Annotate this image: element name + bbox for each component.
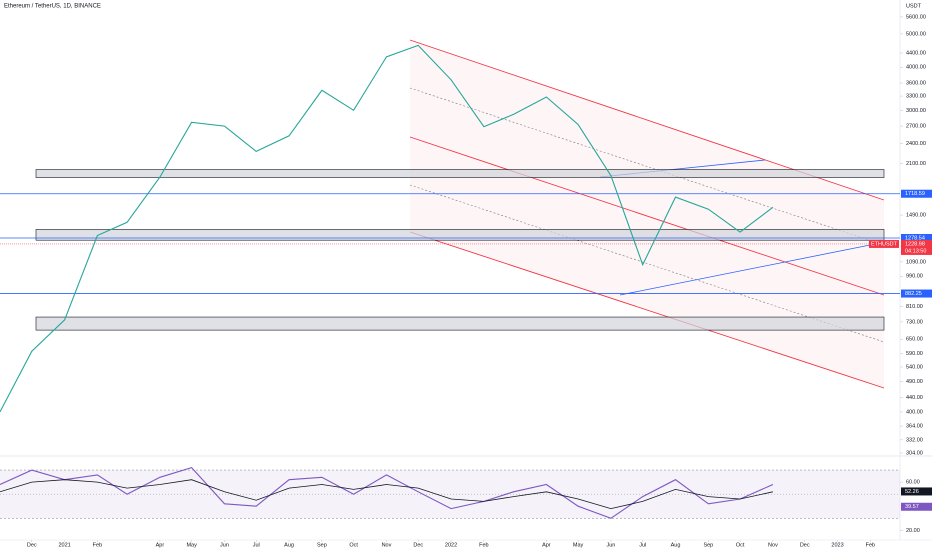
y-tick-label: 1090.00 (906, 259, 926, 265)
y-tick-label: 540.00 (906, 364, 923, 370)
y-tick-label: 810.00 (906, 304, 923, 310)
y-tick-label: 20.00 (906, 528, 920, 534)
x-tick-label: Feb (866, 542, 875, 548)
y-tick-label: 1490.00 (906, 213, 926, 219)
x-tick-label: Jul (639, 542, 646, 548)
countdown-text: 04:13:50 (905, 248, 926, 254)
x-tick-label: Feb (479, 542, 488, 548)
y-tick-label: 304.00 (906, 450, 923, 456)
x-tick-label: Apr (156, 542, 165, 548)
y-tick-label: 60.00 (906, 480, 920, 486)
y-tick-label: 2700.00 (906, 124, 926, 130)
x-tick-label: Nov (382, 542, 392, 548)
y-tick-label: 990.00 (906, 274, 923, 280)
last-price-bg (901, 239, 932, 255)
y-tick-label: 2100.00 (906, 161, 926, 167)
last-value-label: 52.26 (901, 487, 932, 496)
level-label-bg (901, 289, 932, 298)
y-tick-label: 400.00 (906, 409, 923, 415)
x-tick-label: Jun (607, 542, 616, 548)
level-label-bg (901, 234, 932, 243)
y-tick-label: 332.00 (906, 437, 923, 443)
y-tick-label: 440.00 (906, 395, 923, 401)
x-tick-label: Dec (27, 542, 37, 548)
y-tick-label: 490.00 (906, 379, 923, 385)
x-tick-label: Feb (93, 542, 102, 548)
symbol-label-bg (869, 239, 899, 248)
zone (35, 169, 885, 178)
level-label-text: 882.25 (905, 291, 922, 297)
level-label: 1718.59 (901, 189, 932, 198)
level-label-text: 1278.54 (905, 235, 925, 241)
y-tick-label: 4400.00 (906, 50, 926, 56)
x-tick-label: 2022 (445, 542, 457, 548)
series-line (0, 479, 773, 510)
symbol-label: ETHUSDT (869, 239, 899, 248)
last-value-label-bg (901, 502, 932, 511)
x-tick-label: Dec (800, 542, 810, 548)
x-tick-label: Aug (284, 542, 294, 548)
y-tick-label: 364.00 (906, 424, 923, 430)
x-tick-label: Dec (413, 542, 423, 548)
y-tick-label: 590.00 (906, 351, 923, 357)
x-tick-label: Jun (220, 542, 229, 548)
y-axis-unit: USDT (906, 3, 922, 9)
last-value-label-text: 52.26 (905, 489, 919, 495)
channel-dash (409, 87, 885, 246)
x-tick-label: Sep (703, 542, 713, 548)
x-tick-label: May (186, 542, 197, 548)
x-tick-label: May (573, 542, 584, 548)
channel-dash (409, 184, 885, 343)
y-tick-label: 3600.00 (906, 81, 926, 87)
x-tick-label: 2021 (58, 542, 70, 548)
level-label-text: 1718.59 (905, 191, 925, 197)
y-tick-label: 2400.00 (906, 141, 926, 147)
symbol-label-text: ETHUSDT (871, 241, 898, 247)
y-tick-label: 3000.00 (906, 108, 926, 114)
chart-header: Ethereum / TetherUS, 1D, BINANCE (4, 4, 101, 10)
channel-lower (409, 231, 885, 389)
trendline (619, 244, 871, 296)
zone (35, 316, 885, 331)
x-tick-label: 2023 (831, 542, 843, 548)
x-tick-label: Oct (349, 542, 358, 548)
x-tick-label: Apr (542, 542, 551, 548)
series-line (0, 44, 774, 413)
x-tick-label: Nov (768, 542, 778, 548)
y-tick-label: 3300.00 (906, 94, 926, 100)
y-tick-label: 4000.00 (906, 65, 926, 71)
level-label: 882.25 (901, 289, 932, 298)
last-value-label-bg (901, 487, 932, 496)
x-tick-label: Sep (317, 542, 327, 548)
last-value-label-text: 39.57 (905, 504, 919, 510)
zone (35, 229, 885, 241)
y-tick-label: 5000.00 (906, 31, 926, 37)
x-tick-label: Oct (736, 542, 745, 548)
x-tick-label: Aug (671, 542, 681, 548)
y-tick-label: 730.00 (906, 319, 923, 325)
last-value-label: 39.57 (901, 502, 932, 511)
y-tick-label: 5600.00 (906, 14, 926, 20)
channel-middle (409, 136, 885, 296)
series-line (0, 466, 774, 519)
level-label-bg (901, 189, 932, 198)
last-price-text: 1228.98 (905, 241, 925, 247)
level-label: 1278.54 (901, 234, 932, 243)
y-tick-label: 650.00 (906, 337, 923, 343)
x-tick-label: Jul (253, 542, 260, 548)
